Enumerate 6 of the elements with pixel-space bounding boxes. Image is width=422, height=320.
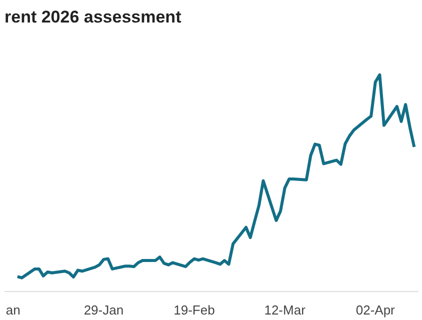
x-tick-label: 29-Jan <box>84 302 124 318</box>
x-tick-label: 19-Feb <box>174 302 215 318</box>
chart-title: rent 2026 assessment <box>4 8 182 26</box>
x-tick-label: 12-Mar <box>264 302 306 318</box>
x-tick-label: 02-Apr <box>356 302 396 318</box>
x-tick-label: an <box>6 302 20 318</box>
